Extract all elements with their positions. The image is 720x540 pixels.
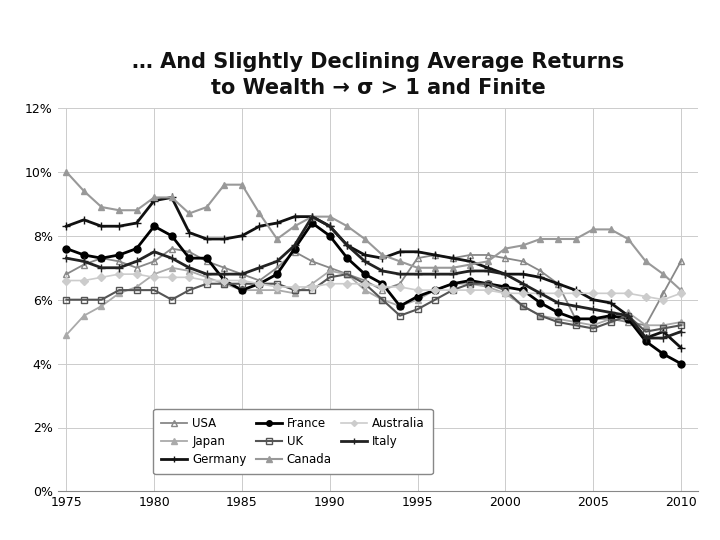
Title: … And Slightly Declining Average Returns
to Wealth → σ > 1 and Finite: … And Slightly Declining Average Returns…	[132, 52, 624, 98]
Legend: USA, Japan, Germany, France, UK, Canada, Australia, Italy: USA, Japan, Germany, France, UK, Canada,…	[153, 409, 433, 474]
